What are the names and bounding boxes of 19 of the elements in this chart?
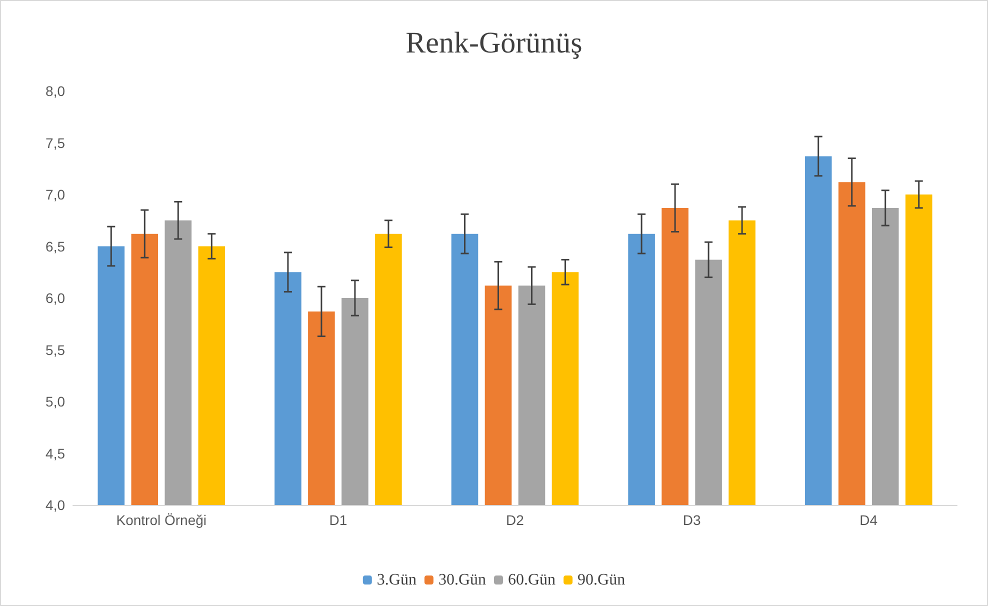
y-tick-label: 5,5 bbox=[46, 342, 66, 358]
y-tick-label: 4,0 bbox=[46, 497, 66, 513]
y-tick-label: 8,0 bbox=[46, 83, 66, 99]
y-tick-label: 5,0 bbox=[46, 394, 66, 410]
chart-title: Renk-Görünüş bbox=[406, 26, 582, 60]
y-tick-label: 6,5 bbox=[46, 238, 66, 254]
y-tick-label: 7,0 bbox=[46, 186, 66, 202]
x-tick-label: D2 bbox=[506, 512, 524, 528]
x-tick-label: D1 bbox=[329, 512, 348, 528]
legend-label: 3.Gün bbox=[376, 572, 416, 588]
x-tick-label: Kontrol Örneği bbox=[116, 512, 207, 528]
legend-label: 30.Gün bbox=[438, 572, 486, 588]
y-tick-label: 7,5 bbox=[46, 134, 66, 151]
y-tick-label: 4,5 bbox=[46, 445, 66, 462]
y-tick-label: 6,0 bbox=[46, 290, 66, 306]
legend-label: 60.Gün bbox=[508, 572, 556, 588]
legend-label: 90.Gün bbox=[578, 572, 626, 588]
x-tick-label: D4 bbox=[860, 512, 878, 528]
x-tick-label: D3 bbox=[682, 512, 701, 528]
